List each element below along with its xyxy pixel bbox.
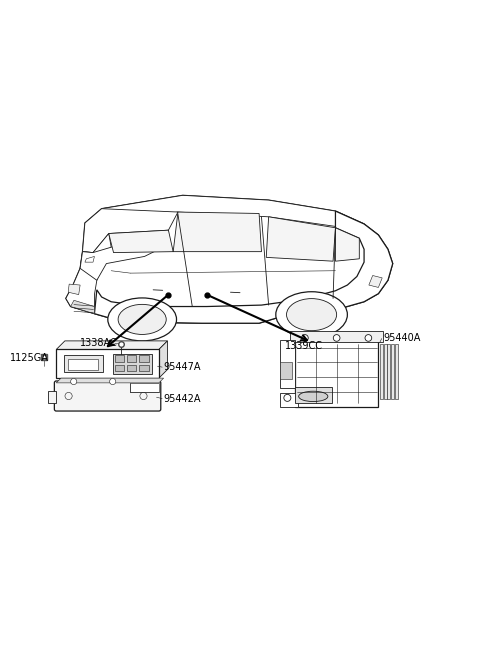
Text: 95442A: 95442A [164, 394, 201, 403]
Bar [115, 365, 124, 371]
Bar [127, 356, 136, 362]
Circle shape [140, 392, 147, 400]
Bar [395, 344, 398, 400]
Polygon shape [173, 212, 262, 252]
Bar [69, 378, 79, 385]
Polygon shape [85, 256, 95, 262]
Polygon shape [56, 378, 164, 383]
Ellipse shape [276, 292, 348, 338]
Bar [295, 387, 333, 403]
Text: 1338AC: 1338AC [80, 338, 118, 348]
Bar [56, 350, 159, 378]
Polygon shape [159, 341, 168, 378]
Ellipse shape [118, 304, 166, 335]
Polygon shape [80, 230, 168, 280]
Text: 95447A: 95447A [164, 362, 201, 372]
Polygon shape [68, 284, 80, 295]
Text: 1339CC: 1339CC [285, 341, 324, 351]
Ellipse shape [108, 298, 177, 341]
Bar [280, 362, 291, 379]
Circle shape [284, 394, 291, 401]
Ellipse shape [299, 391, 328, 401]
Bar [290, 331, 383, 342]
Bar [68, 359, 98, 369]
Bar [64, 355, 104, 373]
Polygon shape [109, 230, 173, 253]
Bar [108, 378, 118, 385]
Polygon shape [266, 216, 336, 261]
Polygon shape [83, 209, 178, 253]
Bar [384, 344, 386, 400]
Bar [280, 340, 295, 388]
Polygon shape [66, 234, 111, 314]
Bar [139, 365, 149, 371]
Ellipse shape [287, 298, 336, 331]
Circle shape [365, 335, 372, 341]
Polygon shape [130, 383, 159, 392]
FancyBboxPatch shape [54, 381, 161, 411]
Bar [380, 344, 383, 400]
Bar [139, 356, 149, 362]
Bar [115, 356, 124, 362]
Bar [387, 344, 390, 400]
Polygon shape [56, 341, 168, 350]
Polygon shape [95, 211, 393, 323]
Text: 1125GA: 1125GA [10, 352, 49, 363]
Polygon shape [71, 300, 95, 314]
Circle shape [301, 335, 308, 341]
Bar [48, 391, 56, 403]
Circle shape [333, 335, 340, 341]
Circle shape [109, 379, 116, 384]
Bar [127, 365, 136, 371]
Bar [280, 394, 298, 407]
Polygon shape [97, 195, 364, 228]
Polygon shape [369, 276, 382, 287]
Circle shape [65, 392, 72, 400]
Bar [391, 344, 394, 400]
Text: 95440A: 95440A [383, 333, 420, 344]
Circle shape [71, 379, 77, 384]
Bar [295, 333, 378, 407]
Polygon shape [66, 195, 393, 323]
Bar [113, 354, 152, 374]
Polygon shape [336, 228, 360, 261]
